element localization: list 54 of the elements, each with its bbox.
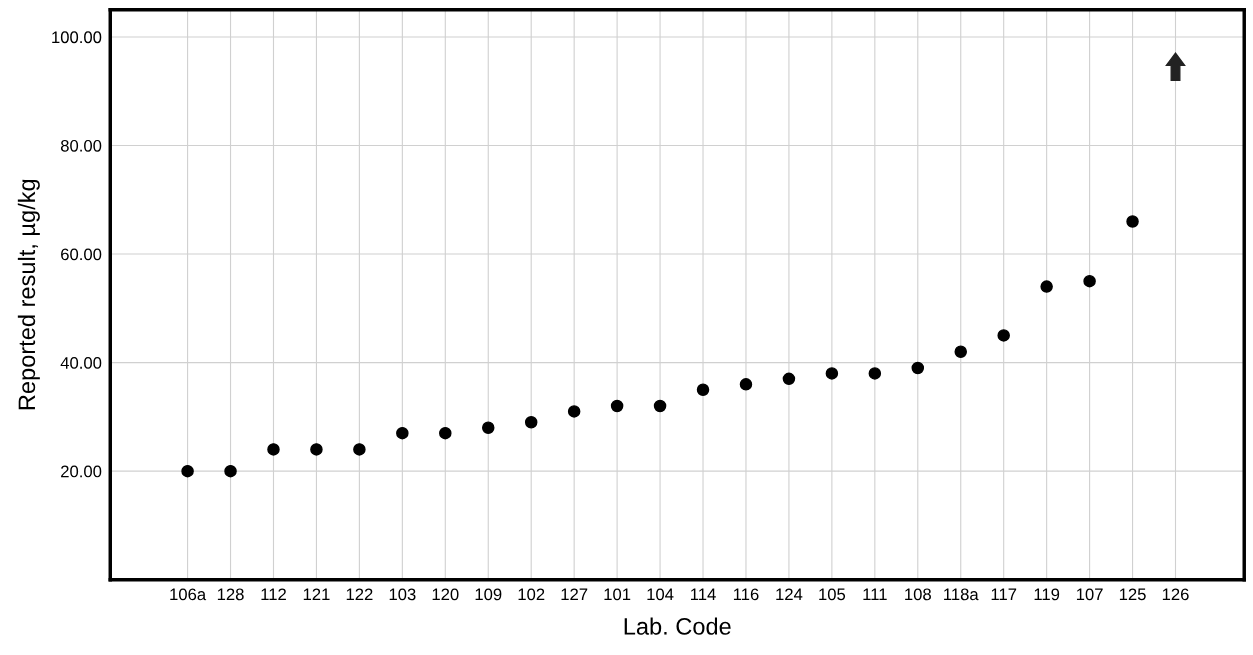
x-tick-label: 108 xyxy=(905,588,931,601)
point xyxy=(868,367,882,380)
x-tick-label: 126 xyxy=(1162,588,1189,601)
point xyxy=(1083,274,1096,288)
x-tick-label: 105 xyxy=(819,588,846,601)
point xyxy=(911,361,925,375)
point xyxy=(954,345,967,358)
point xyxy=(696,383,710,396)
x-axis-title: Lab. Code xyxy=(624,617,731,635)
point xyxy=(653,399,667,413)
x-tick-label: 109 xyxy=(475,588,502,601)
point xyxy=(310,443,323,456)
point xyxy=(482,421,495,434)
x-tick-label: 121 xyxy=(303,588,330,601)
x-tick-label: 101 xyxy=(604,588,631,601)
point xyxy=(610,399,624,413)
x-tick-label: 127 xyxy=(561,588,588,601)
x-tick-label: 111 xyxy=(863,588,887,601)
point xyxy=(825,367,839,380)
point xyxy=(997,329,1010,342)
x-tick-label: 114 xyxy=(691,588,716,601)
x-tick-label: 122 xyxy=(346,588,373,601)
y-tick-label: 80.00 xyxy=(60,139,102,152)
point xyxy=(267,443,280,456)
x-tick-label: 104 xyxy=(647,588,674,601)
x-tick-label: 103 xyxy=(389,588,416,601)
point xyxy=(739,378,753,391)
y-axis-title: Reported result, µg/kg xyxy=(17,179,40,410)
x-tick-label: 112 xyxy=(261,588,286,601)
point xyxy=(439,426,452,440)
point xyxy=(1126,215,1139,228)
y-tick-label: 100.00 xyxy=(52,31,102,44)
point xyxy=(1040,280,1053,293)
point xyxy=(181,464,194,478)
x-tick-label: 102 xyxy=(518,588,545,601)
point xyxy=(567,405,581,418)
x-tick-label: 117 xyxy=(991,588,1017,601)
point xyxy=(353,443,366,456)
y-tick-label: 20.00 xyxy=(61,465,102,478)
x-tick-label: 107 xyxy=(1076,588,1103,601)
x-tick-label: 120 xyxy=(432,588,459,601)
x-tick-label: 128 xyxy=(217,588,244,601)
x-tick-label: 119 xyxy=(1034,588,1060,601)
x-tick-label: 106a xyxy=(170,588,207,601)
y-tick-label: 40.00 xyxy=(60,356,102,369)
y-tick-label: 60.00 xyxy=(61,248,102,261)
x-tick-label: 124 xyxy=(776,588,803,601)
point xyxy=(782,372,796,386)
x-tick-label: 125 xyxy=(1119,588,1146,601)
point xyxy=(524,416,538,429)
point xyxy=(396,426,409,440)
x-tick-label: 116 xyxy=(733,588,759,601)
x-tick-label: 118a xyxy=(944,588,979,601)
point xyxy=(224,464,237,478)
